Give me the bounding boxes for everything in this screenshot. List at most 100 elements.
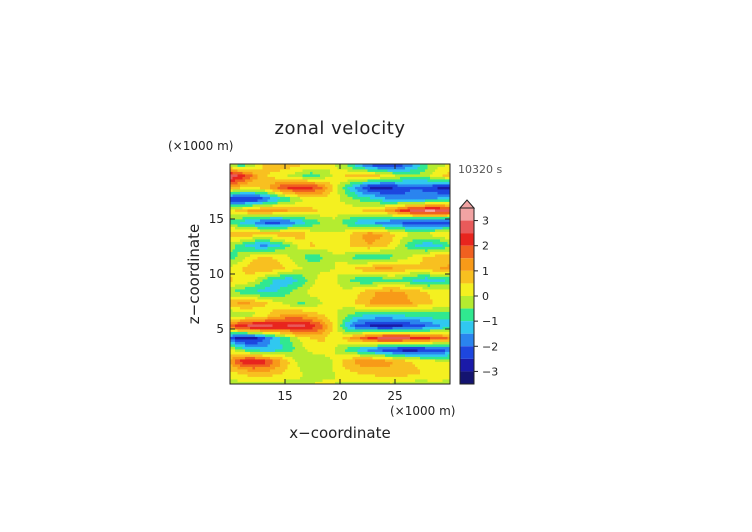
heatmap-cell [350, 284, 353, 287]
heatmap-cell [427, 381, 431, 385]
heatmap-cell [297, 254, 301, 257]
heatmap-cell [432, 354, 436, 357]
heatmap-cell [305, 266, 308, 270]
heatmap-cell [432, 306, 436, 310]
heatmap-cell [447, 276, 451, 280]
heatmap-cell [265, 276, 268, 280]
heatmap-cell [405, 336, 408, 340]
heatmap-cell [402, 279, 406, 282]
heatmap-cell [432, 349, 436, 352]
heatmap-cell [230, 356, 233, 360]
heatmap-cell [437, 299, 441, 302]
heatmap-cell [387, 379, 391, 382]
heatmap-cell [267, 299, 271, 302]
heatmap-cell [280, 246, 283, 250]
heatmap-cell [405, 374, 408, 377]
heatmap-cell [312, 329, 316, 332]
heatmap-cell [237, 311, 241, 315]
heatmap-cell [272, 369, 276, 372]
heatmap-cell [350, 361, 353, 365]
heatmap-cell [422, 381, 426, 385]
heatmap-cell [392, 349, 396, 352]
heatmap-cell [402, 271, 406, 275]
heatmap-cell [370, 321, 373, 325]
heatmap-cell [405, 284, 408, 287]
heatmap-cell [272, 241, 276, 245]
heatmap-cell [380, 266, 383, 270]
heatmap-cell [322, 376, 326, 380]
heatmap-cell [320, 294, 323, 297]
heatmap-cell [432, 344, 436, 347]
heatmap-cell [297, 286, 301, 290]
heatmap-cell [352, 329, 356, 332]
heatmap-cell [252, 339, 256, 342]
heatmap-cell [415, 311, 418, 315]
heatmap-cell [240, 266, 243, 270]
heatmap-cell [277, 249, 281, 252]
heatmap-cell [367, 331, 371, 335]
heatmap-cell [382, 264, 386, 267]
heatmap-cell [415, 279, 418, 282]
heatmap-cell [440, 301, 443, 305]
heatmap-cell [312, 284, 316, 287]
heatmap-cell [317, 249, 321, 252]
heatmap-cell [395, 269, 398, 272]
heatmap-cell [322, 364, 326, 367]
heatmap-cell [380, 274, 383, 277]
heatmap-cell [327, 266, 331, 270]
heatmap-cell [350, 351, 353, 355]
heatmap-cell [257, 361, 261, 365]
heatmap-cell [340, 251, 343, 255]
heatmap-cell [270, 251, 273, 255]
heatmap-cell [272, 256, 276, 260]
heatmap-cell [375, 316, 378, 320]
heatmap-cell [430, 339, 433, 342]
heatmap-cell [377, 254, 381, 257]
heatmap-cell [262, 351, 266, 355]
heatmap-cell [332, 306, 336, 310]
heatmap-cell [322, 369, 326, 372]
heatmap-cell [240, 364, 243, 367]
heatmap-cell [325, 364, 328, 367]
heatmap-cell [332, 314, 336, 317]
heatmap-cell [230, 321, 233, 325]
heatmap-cell [355, 329, 358, 332]
heatmap-cell [255, 344, 258, 347]
heatmap-cell [292, 366, 296, 370]
heatmap-cell [365, 296, 368, 300]
heatmap-cell [272, 296, 276, 300]
heatmap-cell [375, 341, 378, 345]
heatmap-cell [315, 276, 318, 280]
heatmap-cell [405, 366, 408, 370]
heatmap-cell [260, 289, 263, 292]
heatmap-cell [240, 324, 243, 327]
heatmap-cell [340, 316, 343, 320]
heatmap-cell [235, 336, 238, 340]
heatmap-cell [437, 306, 441, 310]
heatmap-cell [330, 259, 333, 262]
heatmap-cell [297, 291, 301, 295]
heatmap-cell [280, 276, 283, 280]
heatmap-cell [382, 361, 386, 365]
heatmap-cell [262, 369, 266, 372]
heatmap-cell [387, 314, 391, 317]
heatmap-cell [397, 274, 401, 277]
heatmap-cell [290, 289, 293, 292]
heatmap-cell [427, 276, 431, 280]
heatmap-cell [232, 354, 236, 357]
heatmap-cell [277, 299, 281, 302]
heatmap-cell [260, 284, 263, 287]
heatmap-cell [397, 334, 401, 337]
heatmap-cell [327, 371, 331, 375]
heatmap-cell [325, 351, 328, 355]
heatmap-cell [395, 381, 398, 385]
heatmap-cell [282, 331, 286, 335]
heatmap-cell [295, 306, 298, 310]
heatmap-cell [435, 329, 438, 332]
heatmap-cell [405, 326, 408, 330]
x-unit-label: (×1000 m) [390, 404, 455, 418]
heatmap-cell [365, 356, 368, 360]
heatmap-cell [242, 359, 246, 362]
heatmap-cell [337, 281, 341, 285]
heatmap-cell [402, 316, 406, 320]
